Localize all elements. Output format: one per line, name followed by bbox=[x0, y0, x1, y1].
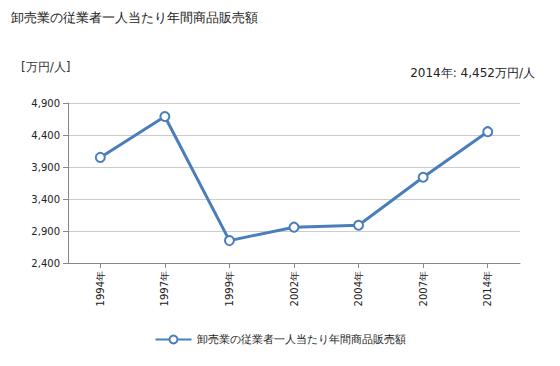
svg-text:1997年: 1997年 bbox=[159, 271, 170, 306]
svg-text:2,900: 2,900 bbox=[31, 226, 60, 237]
svg-text:2004年: 2004年 bbox=[353, 271, 364, 306]
svg-text:2014年: 2014年 bbox=[482, 271, 493, 306]
svg-text:1999年: 1999年 bbox=[224, 271, 235, 306]
svg-text:卸売業の従業者一人当たり年間商品販売額: 卸売業の従業者一人当たり年間商品販売額 bbox=[197, 333, 406, 346]
svg-text:卸売業の従業者一人当たり年間商品販売額: 卸売業の従業者一人当たり年間商品販売額 bbox=[11, 10, 258, 25]
svg-text:2007年: 2007年 bbox=[418, 271, 429, 306]
svg-text:1994年: 1994年 bbox=[95, 271, 106, 306]
svg-text:2,400: 2,400 bbox=[31, 258, 60, 269]
svg-text:4,400: 4,400 bbox=[31, 130, 60, 141]
svg-text:4,900: 4,900 bbox=[31, 98, 60, 109]
svg-text:2014年: 4,452万円/人: 2014年: 4,452万円/人 bbox=[410, 66, 535, 80]
svg-text:2002年: 2002年 bbox=[289, 271, 300, 306]
svg-text:3,400: 3,400 bbox=[31, 194, 60, 205]
svg-text:[万円/人]: [万円/人] bbox=[21, 60, 70, 74]
svg-text:3,900: 3,900 bbox=[31, 162, 60, 173]
